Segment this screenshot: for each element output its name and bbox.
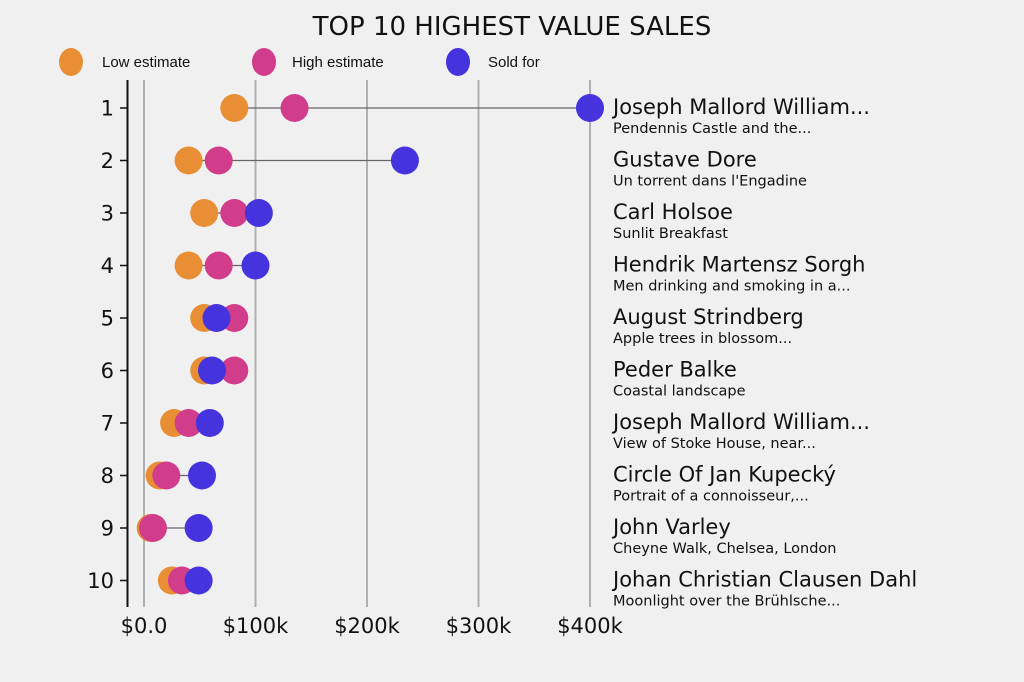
legend-marker-low-estimate (59, 48, 83, 76)
artwork-title: Un torrent dans l'Engadine (613, 174, 807, 190)
dot-high-estimate (220, 356, 249, 385)
dot-sold-for (202, 304, 231, 332)
artwork-title: View of Stoke House, near... (613, 436, 816, 452)
dot-sold-for (195, 409, 224, 437)
artwork-title: Cheyne Walk, Chelsea, London (613, 541, 836, 557)
x-tick-label: $0.0 (121, 614, 168, 638)
dot-sold-for (576, 94, 604, 122)
artwork-title: Sunlit Breakfast (613, 226, 728, 242)
x-tick-label: $300k (446, 614, 512, 638)
dot-sold-for (244, 199, 273, 227)
artist-name: Joseph Mallord William... (611, 410, 870, 434)
artwork-title: Men drinking and smoking in a... (613, 279, 850, 295)
dot-sold-for (187, 461, 216, 490)
row-labels: Joseph Mallord William... Pendennis Castl… (611, 95, 917, 610)
y-tick-label: 2 (101, 149, 114, 173)
dot-sold-for (184, 514, 213, 542)
legend-marker-high-estimate (252, 48, 276, 76)
artist-name: Joseph Mallord William... (611, 95, 870, 119)
dot-low-estimate (220, 94, 249, 122)
artist-name: Circle Of Jan Kupecký (613, 463, 836, 487)
artist-name: August Strindberg (613, 305, 804, 329)
dot-high-estimate (220, 199, 249, 227)
artwork-title: Portrait of a connoisseur,... (613, 489, 809, 505)
y-tick-label: 7 (101, 412, 114, 436)
dot-high-estimate (174, 409, 203, 437)
x-axis: $0.0 $100k $200k $300k $400k (121, 614, 624, 638)
chart-title: TOP 10 HIGHEST VALUE SALES (312, 12, 712, 42)
dot-sold-for (184, 566, 213, 595)
artist-name: Gustave Dore (613, 148, 757, 172)
y-tick-label: 8 (101, 464, 114, 488)
dot-high-estimate (138, 514, 167, 542)
y-tick-label: 10 (87, 569, 114, 593)
y-tick-label: 5 (101, 307, 114, 331)
artist-name: Carl Holsoe (613, 200, 733, 224)
x-tick-label: $400k (557, 614, 623, 638)
y-axis: 1 2 3 4 5 6 7 8 9 10 (87, 97, 127, 593)
dot-sold-for (390, 146, 419, 175)
legend-label: Low estimate (102, 54, 190, 71)
artwork-title: Coastal landscape (613, 384, 746, 400)
artist-name: John Varley (611, 515, 731, 539)
dots (136, 94, 604, 595)
dot-low-estimate (174, 146, 203, 175)
y-tick-label: 3 (101, 202, 114, 226)
y-tick-label: 4 (101, 254, 114, 278)
x-tick-label: $100k (223, 614, 289, 638)
legend-label: Sold for (488, 54, 540, 71)
dot-high-estimate (204, 251, 233, 280)
dot-high-estimate (152, 461, 181, 490)
artist-name: Hendrik Martensz Sorgh (613, 253, 865, 277)
dot-high-estimate (204, 146, 233, 175)
artist-name: Johan Christian Clausen Dahl (611, 568, 917, 592)
y-tick-label: 9 (101, 517, 114, 541)
dot-sold-for (198, 356, 227, 385)
y-tick-label: 6 (101, 359, 114, 383)
dot-high-estimate (280, 94, 309, 122)
dot-low-estimate (190, 199, 219, 227)
legend-label: High estimate (292, 54, 384, 71)
artist-name: Peder Balke (613, 358, 737, 382)
artwork-title: Pendennis Castle and the... (613, 121, 811, 137)
legend: Low estimate High estimate Sold for (59, 48, 540, 76)
connectors (150, 107, 590, 582)
artwork-title: Moonlight over the Brühlsche... (613, 594, 840, 610)
x-tick-label: $200k (334, 614, 400, 638)
artwork-title: Apple trees in blossom... (613, 331, 792, 347)
dot-sold-for (241, 251, 270, 280)
legend-marker-sold-for (446, 48, 470, 76)
dot-low-estimate (174, 251, 203, 280)
y-tick-label: 1 (101, 97, 114, 121)
